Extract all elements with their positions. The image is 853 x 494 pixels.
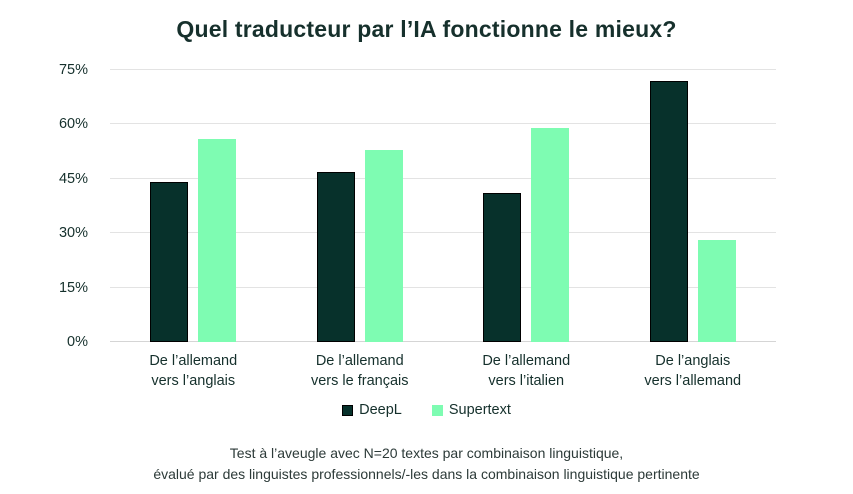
chart-title: Quel traducteur par l’IA fonctionne le m…: [176, 16, 677, 42]
bar-group-0: [110, 70, 277, 342]
legend-label-deepl: DeepL: [359, 402, 402, 418]
x-axis-label-3: De l’anglais vers l’allemand: [644, 353, 742, 390]
gridline: [110, 232, 776, 234]
y-axis-tick-label: 15%: [58, 279, 88, 296]
x-axis-label-1: De l’allemand vers le français: [310, 353, 409, 390]
bar-deepl-2: [483, 193, 522, 342]
gridline: [110, 286, 776, 288]
y-axis-tick-label: 60%: [58, 116, 88, 133]
legend-swatch-supertext: [431, 404, 443, 416]
x-axis-labels: De l’allemand vers l’anglais De l’alleman…: [110, 351, 776, 392]
y-axis-tick-label: 0%: [67, 334, 88, 350]
legend: DeepL Supertext: [0, 402, 853, 418]
bar-supertext-2: [531, 128, 570, 342]
gridline: [110, 123, 776, 125]
bar-deepl-0: [150, 182, 189, 342]
bar-groups: [110, 70, 776, 342]
y-axis-tick-label: 30%: [58, 225, 88, 242]
bar-supertext-1: [364, 149, 403, 342]
bar-supertext-3: [697, 240, 736, 342]
y-axis-tick-label: 75%: [58, 62, 88, 78]
footnote: Test à l’aveugle avec N=20 textes par co…: [0, 443, 853, 485]
legend-swatch-deepl: [342, 404, 354, 416]
footnote-line-2: évalué par des linguistes professionnels…: [153, 466, 700, 482]
y-axis-tick-label: 45%: [58, 170, 88, 187]
legend-label-supertext: Supertext: [448, 402, 511, 418]
gridline: [110, 341, 776, 342]
gridline: [110, 69, 776, 70]
bar-group-1: [277, 70, 444, 342]
y-axis: 0% 15% 30% 45% 60% 75%: [0, 62, 88, 350]
bar-group-3: [610, 70, 777, 342]
legend-item-supertext: Supertext: [431, 402, 511, 418]
bar-deepl-3: [649, 80, 688, 342]
gridline: [110, 177, 776, 179]
legend-item-deepl: DeepL: [342, 402, 402, 418]
x-axis-label-2: De l’allemand vers l’italien: [482, 353, 571, 390]
bar-supertext-0: [198, 138, 237, 342]
x-axis-label-0: De l’allemand vers l’anglais: [149, 353, 238, 390]
plot-area: [110, 69, 776, 342]
bar-group-2: [443, 70, 610, 342]
footnote-line-1: Test à l’aveugle avec N=20 textes par co…: [229, 445, 624, 461]
bar-deepl-1: [316, 171, 355, 342]
